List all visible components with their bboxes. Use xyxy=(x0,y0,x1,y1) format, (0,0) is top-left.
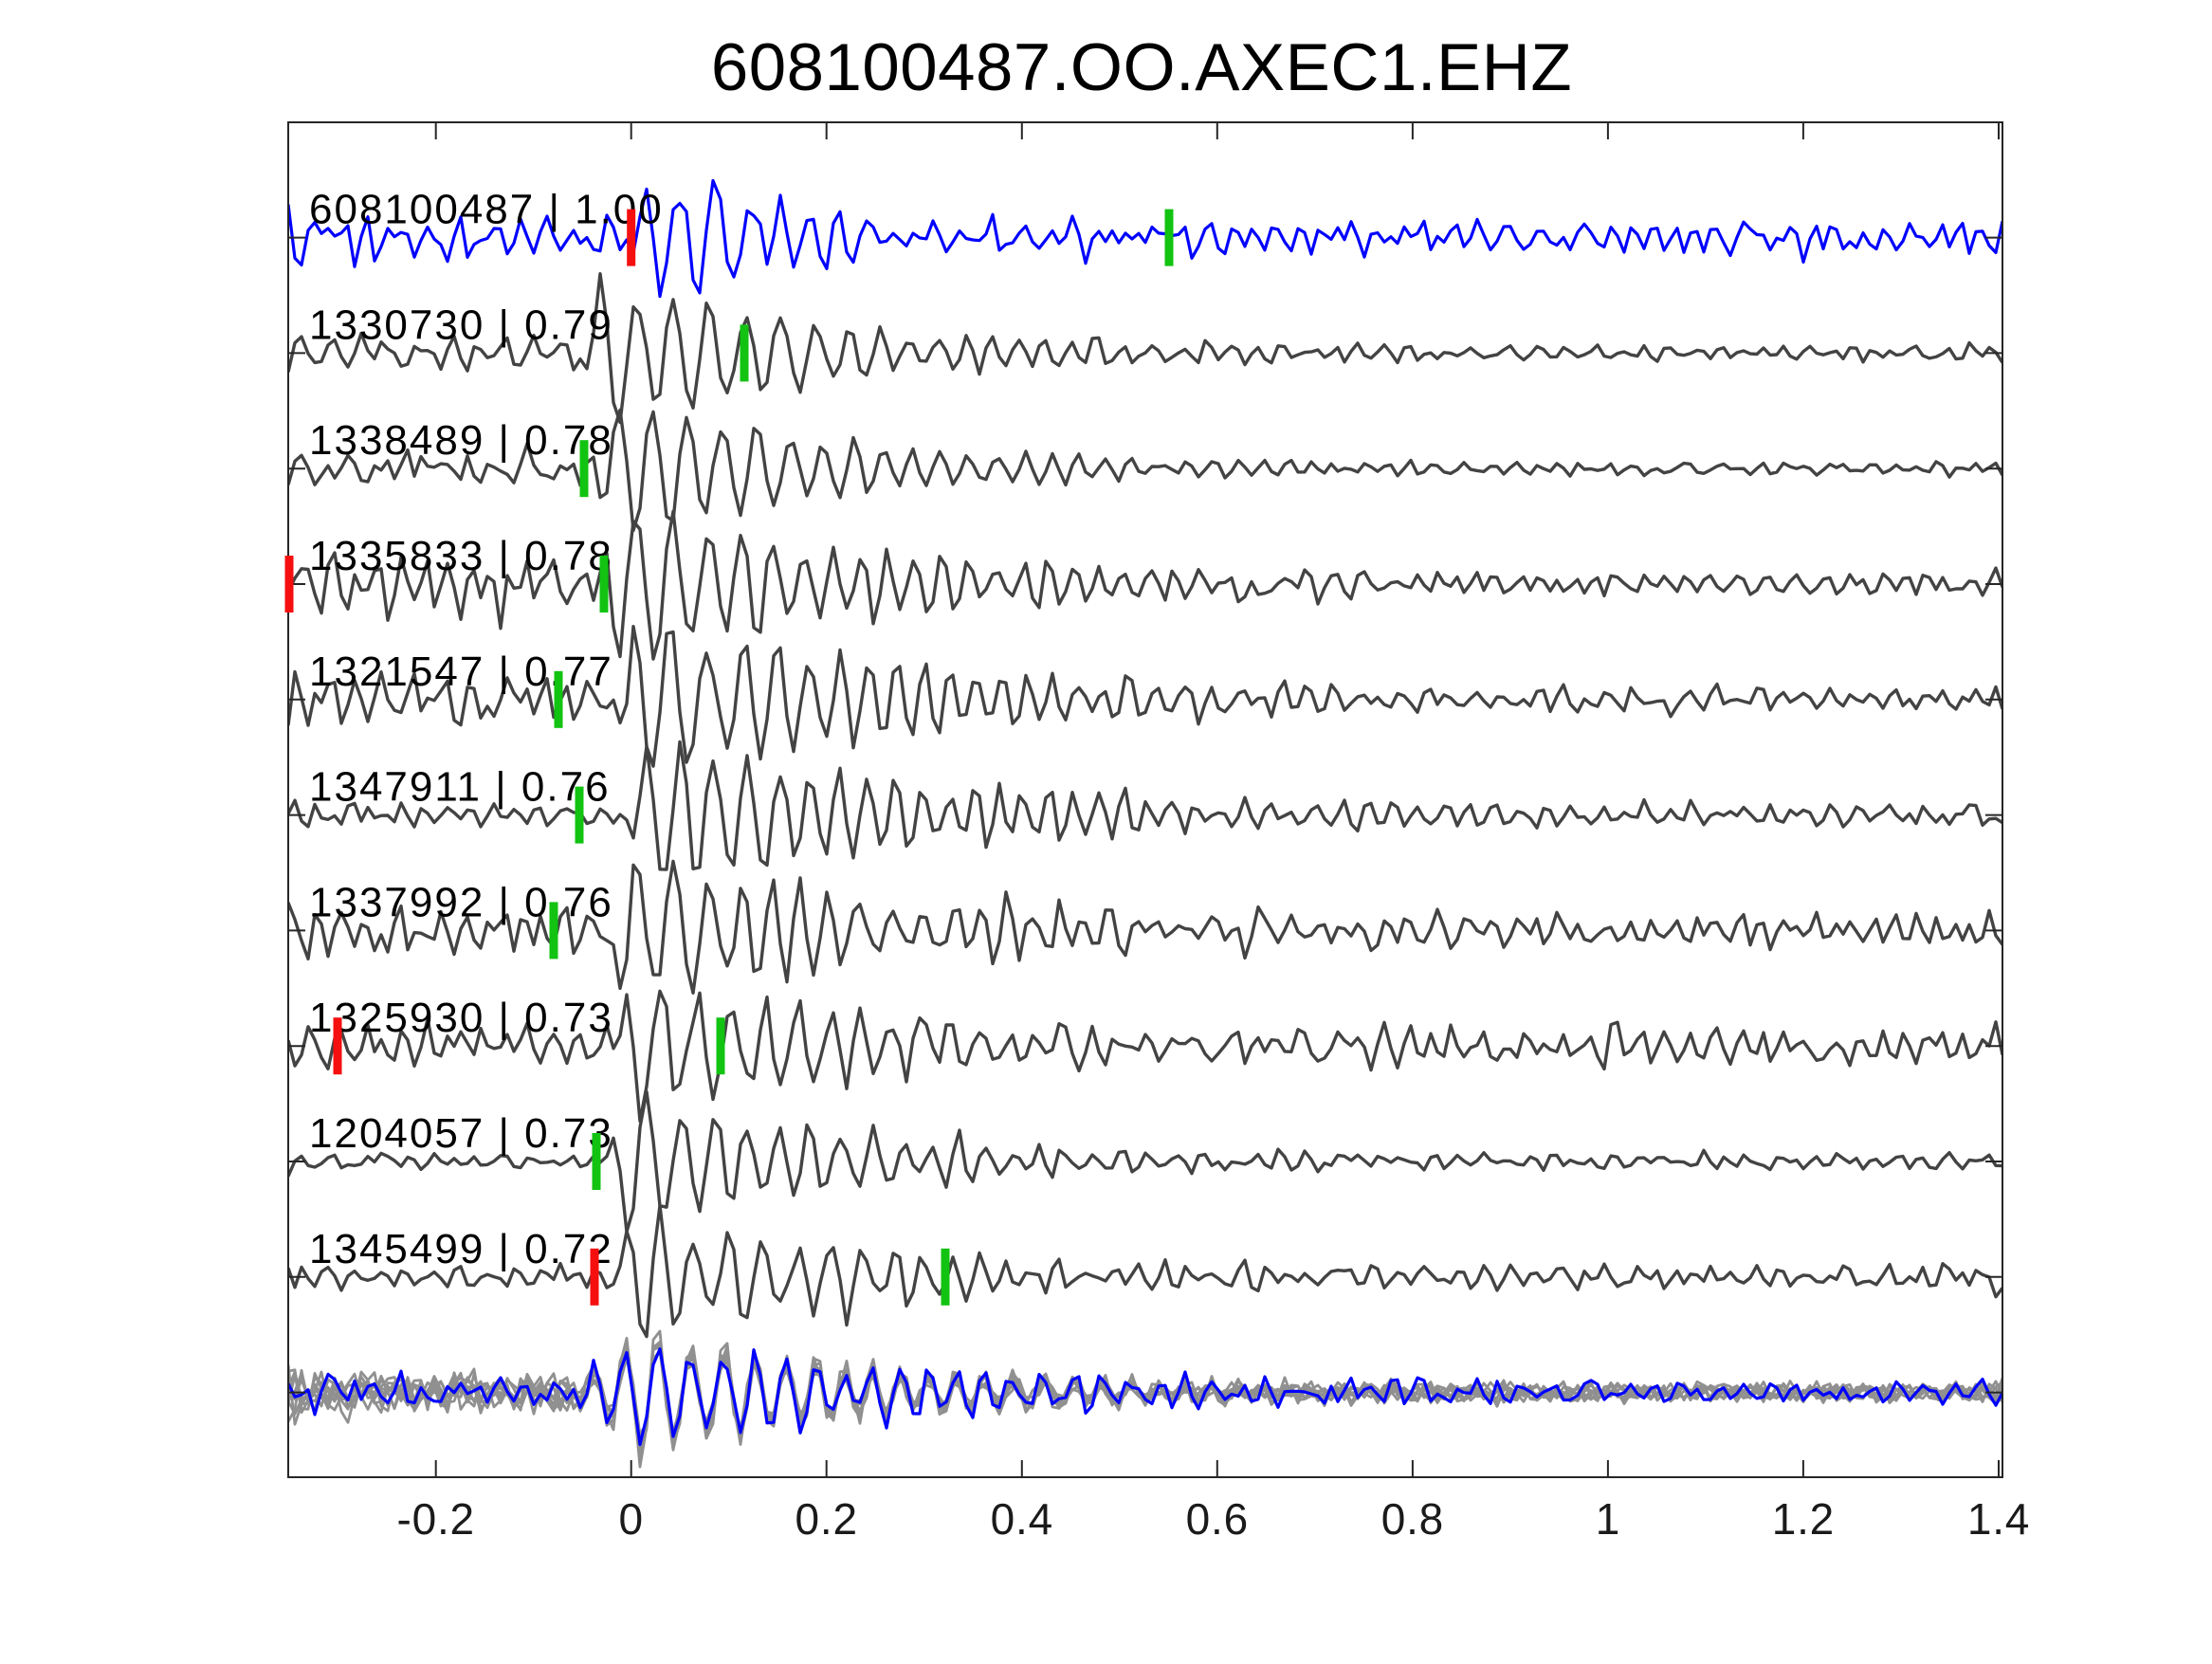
svg-text:1325930 | 0.73: 1325930 | 0.73 xyxy=(309,995,613,1041)
svg-text:0.8: 0.8 xyxy=(1381,1494,1444,1544)
svg-text:1347911 | 0.76: 1347911 | 0.76 xyxy=(309,764,611,811)
svg-text:608100487 | 1.00: 608100487 | 1.00 xyxy=(309,187,664,233)
svg-text:1330730 | 0.79: 1330730 | 0.79 xyxy=(309,302,613,348)
svg-text:1.4: 1.4 xyxy=(1967,1494,2030,1544)
svg-text:1338489 | 0.78: 1338489 | 0.78 xyxy=(309,417,613,464)
svg-text:1: 1 xyxy=(1596,1494,1620,1544)
svg-text:0.2: 0.2 xyxy=(795,1494,858,1544)
svg-text:1345499 | 0.72: 1345499 | 0.72 xyxy=(309,1226,613,1272)
svg-text:608100487.OO.AXEC1.EHZ: 608100487.OO.AXEC1.EHZ xyxy=(711,30,1572,105)
svg-text:1321547 | 0.77: 1321547 | 0.77 xyxy=(309,649,613,695)
svg-text:1204057 | 0.73: 1204057 | 0.73 xyxy=(309,1110,613,1157)
svg-text:1.2: 1.2 xyxy=(1772,1494,1835,1544)
svg-text:1335833 | 0.78: 1335833 | 0.78 xyxy=(309,533,613,579)
svg-text:0: 0 xyxy=(619,1494,644,1544)
svg-text:1337992 | 0.76: 1337992 | 0.76 xyxy=(309,879,613,925)
svg-text:0.4: 0.4 xyxy=(991,1494,1053,1544)
svg-text:0.6: 0.6 xyxy=(1186,1494,1249,1544)
svg-text:-0.2: -0.2 xyxy=(396,1494,474,1544)
